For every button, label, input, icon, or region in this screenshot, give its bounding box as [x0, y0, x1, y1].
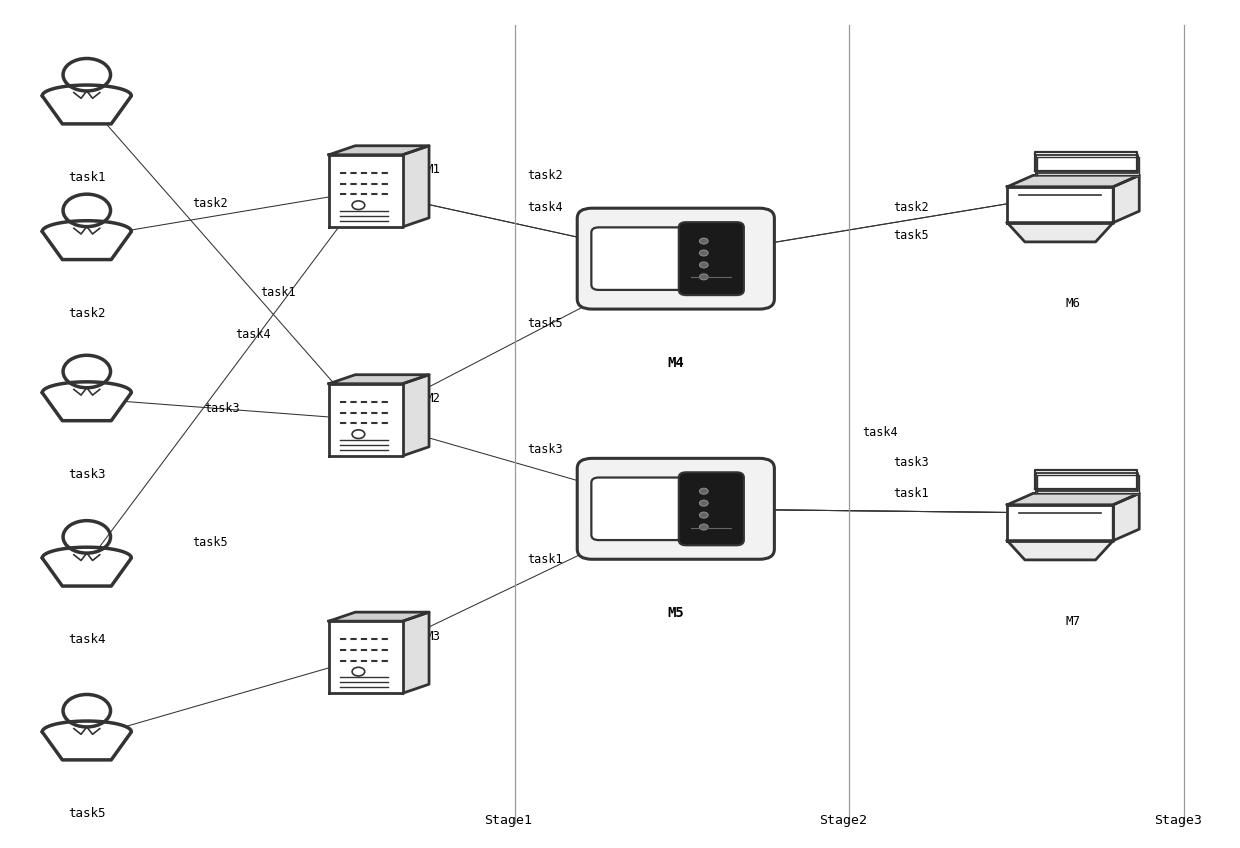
Text: task4: task4	[527, 201, 563, 215]
FancyBboxPatch shape	[578, 458, 774, 560]
Polygon shape	[403, 612, 429, 694]
Text: M5: M5	[667, 606, 684, 621]
Circle shape	[699, 238, 708, 244]
Circle shape	[699, 274, 708, 280]
Text: M1: M1	[425, 163, 440, 176]
Polygon shape	[1007, 541, 1114, 560]
FancyBboxPatch shape	[591, 477, 689, 540]
Circle shape	[699, 250, 708, 256]
Text: M7: M7	[1065, 615, 1080, 628]
Polygon shape	[1114, 176, 1140, 222]
Text: task5: task5	[893, 229, 929, 243]
Circle shape	[699, 488, 708, 494]
FancyBboxPatch shape	[678, 472, 744, 545]
Text: task1: task1	[527, 553, 563, 566]
Polygon shape	[329, 383, 403, 456]
Polygon shape	[42, 85, 131, 124]
FancyBboxPatch shape	[578, 209, 774, 310]
Text: M4: M4	[667, 356, 684, 371]
Text: task3: task3	[527, 443, 563, 456]
Polygon shape	[1007, 222, 1114, 242]
Polygon shape	[329, 146, 429, 154]
Text: task1: task1	[260, 286, 296, 299]
Circle shape	[699, 262, 708, 268]
Polygon shape	[42, 547, 131, 586]
Text: task1: task1	[893, 487, 929, 500]
Text: task5: task5	[192, 536, 228, 550]
Circle shape	[699, 524, 708, 530]
Text: Stage2: Stage2	[820, 814, 867, 827]
Text: M2: M2	[425, 392, 440, 405]
Text: M3: M3	[425, 629, 440, 643]
Circle shape	[699, 512, 708, 518]
Text: task1: task1	[68, 171, 105, 184]
Polygon shape	[1007, 494, 1140, 505]
Circle shape	[699, 500, 708, 506]
FancyBboxPatch shape	[591, 227, 689, 290]
Polygon shape	[42, 721, 131, 760]
Polygon shape	[1114, 494, 1140, 541]
Text: task4: task4	[68, 633, 105, 646]
Text: task2: task2	[68, 307, 105, 320]
Text: task5: task5	[527, 317, 563, 331]
Polygon shape	[329, 621, 403, 694]
Polygon shape	[42, 382, 131, 421]
Polygon shape	[1037, 157, 1140, 176]
Polygon shape	[42, 220, 131, 259]
Text: Stage3: Stage3	[1154, 814, 1202, 827]
Text: task3: task3	[68, 468, 105, 481]
Text: task3: task3	[893, 455, 929, 469]
Polygon shape	[329, 375, 429, 383]
Text: task2: task2	[893, 201, 929, 215]
Text: task5: task5	[68, 807, 105, 820]
Text: task4: task4	[862, 426, 898, 439]
Polygon shape	[329, 154, 403, 226]
Polygon shape	[403, 146, 429, 226]
Text: task4: task4	[236, 328, 272, 342]
Text: M6: M6	[1065, 297, 1080, 310]
Text: task3: task3	[205, 402, 241, 416]
Text: Stage1: Stage1	[485, 814, 532, 827]
Text: task2: task2	[527, 169, 563, 182]
Polygon shape	[1037, 475, 1140, 494]
Polygon shape	[403, 375, 429, 456]
Polygon shape	[1007, 187, 1114, 222]
Polygon shape	[1007, 505, 1114, 541]
FancyBboxPatch shape	[678, 222, 744, 295]
Polygon shape	[329, 612, 429, 621]
Text: task2: task2	[192, 197, 228, 210]
Polygon shape	[1007, 176, 1140, 187]
